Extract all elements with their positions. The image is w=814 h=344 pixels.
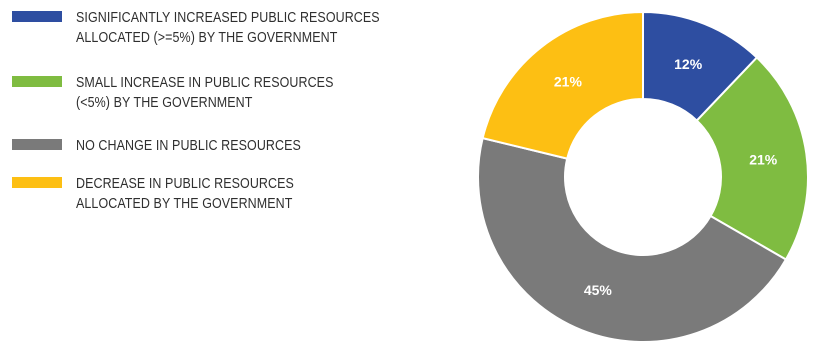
donut-slice-no-change <box>477 136 788 343</box>
legend-label-decrease: DECREASE IN PUBLIC RESOURCES ALLOCATED B… <box>76 176 294 212</box>
data-label-significant-increase: 12% <box>674 56 703 72</box>
data-label-small-increase: 21% <box>749 152 778 168</box>
legend-swatch-significant-increase <box>12 11 62 22</box>
legend-label-significant-increase: SIGNIFICANTLY INCREASED PUBLIC RESOURCES… <box>76 10 380 46</box>
legend-swatch-small-increase <box>12 76 62 87</box>
legend-swatch-decrease <box>12 177 62 188</box>
legend-label-no-change: NO CHANGE IN PUBLIC RESOURCES <box>76 138 301 154</box>
donut-slice-decrease <box>481 10 644 160</box>
legend-label-small-increase: SMALL INCREASE IN PUBLIC RESOURCES (<5%)… <box>76 75 334 111</box>
legend-swatch-no-change <box>12 139 62 150</box>
data-label-decrease: 21% <box>554 73 583 89</box>
data-label-no-change: 45% <box>584 282 613 298</box>
donut-slice-small-increase <box>695 56 809 261</box>
